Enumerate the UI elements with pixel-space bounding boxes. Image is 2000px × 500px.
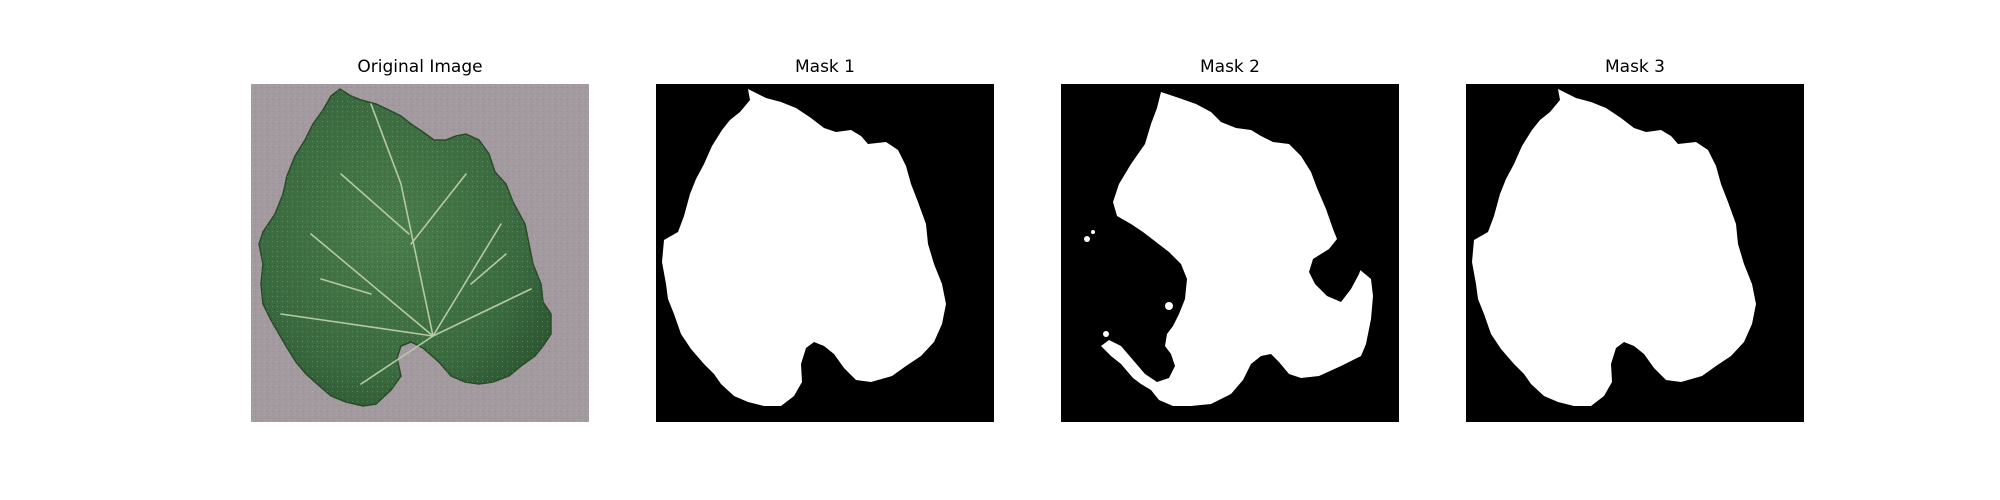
mask-3-image xyxy=(1466,84,1804,422)
mask-1-image xyxy=(656,84,994,422)
leaf-veins xyxy=(280,103,532,385)
panel-title-original: Original Image xyxy=(357,57,483,77)
panel-title-mask-1: Mask 1 xyxy=(794,57,855,77)
panel-title-mask-3: Mask 3 xyxy=(1604,57,1665,77)
mask-2-image xyxy=(1061,84,1399,422)
mask-3-region xyxy=(1472,89,1756,406)
mask-2-region xyxy=(1101,92,1373,406)
mask-1-region xyxy=(662,89,946,406)
original-leaf-image xyxy=(251,84,589,422)
mask-2-right-hole xyxy=(1309,224,1366,302)
panel-title-mask-2: Mask 2 xyxy=(1199,57,1260,77)
